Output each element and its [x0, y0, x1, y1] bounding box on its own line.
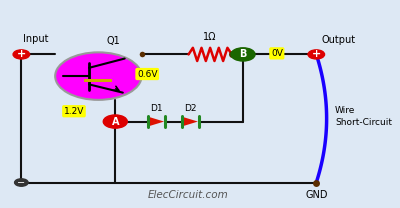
Text: +: + — [312, 50, 321, 59]
Text: Wire
Short-Circuit: Wire Short-Circuit — [335, 106, 392, 127]
Text: Q1: Q1 — [106, 36, 120, 46]
Text: +: + — [17, 50, 26, 59]
Circle shape — [308, 50, 324, 59]
Text: D1: D1 — [150, 104, 163, 113]
Circle shape — [13, 50, 30, 59]
Text: A: A — [112, 116, 119, 126]
Circle shape — [103, 115, 127, 128]
Text: 1.2V: 1.2V — [64, 107, 84, 116]
Polygon shape — [149, 117, 164, 126]
Text: 0V: 0V — [271, 49, 283, 58]
Circle shape — [55, 52, 142, 100]
Text: B: B — [239, 50, 247, 59]
Text: GND: GND — [305, 190, 328, 200]
Text: 0.6V: 0.6V — [137, 69, 158, 79]
FancyBboxPatch shape — [84, 79, 112, 82]
Text: ElecCircuit.com: ElecCircuit.com — [148, 190, 229, 200]
Text: 1Ω: 1Ω — [204, 32, 217, 42]
Text: Output: Output — [322, 35, 356, 45]
Text: D2: D2 — [184, 104, 197, 113]
Polygon shape — [183, 117, 198, 126]
Text: Input: Input — [23, 34, 49, 44]
Circle shape — [231, 48, 255, 61]
Circle shape — [14, 179, 28, 186]
Text: −: − — [17, 177, 26, 188]
